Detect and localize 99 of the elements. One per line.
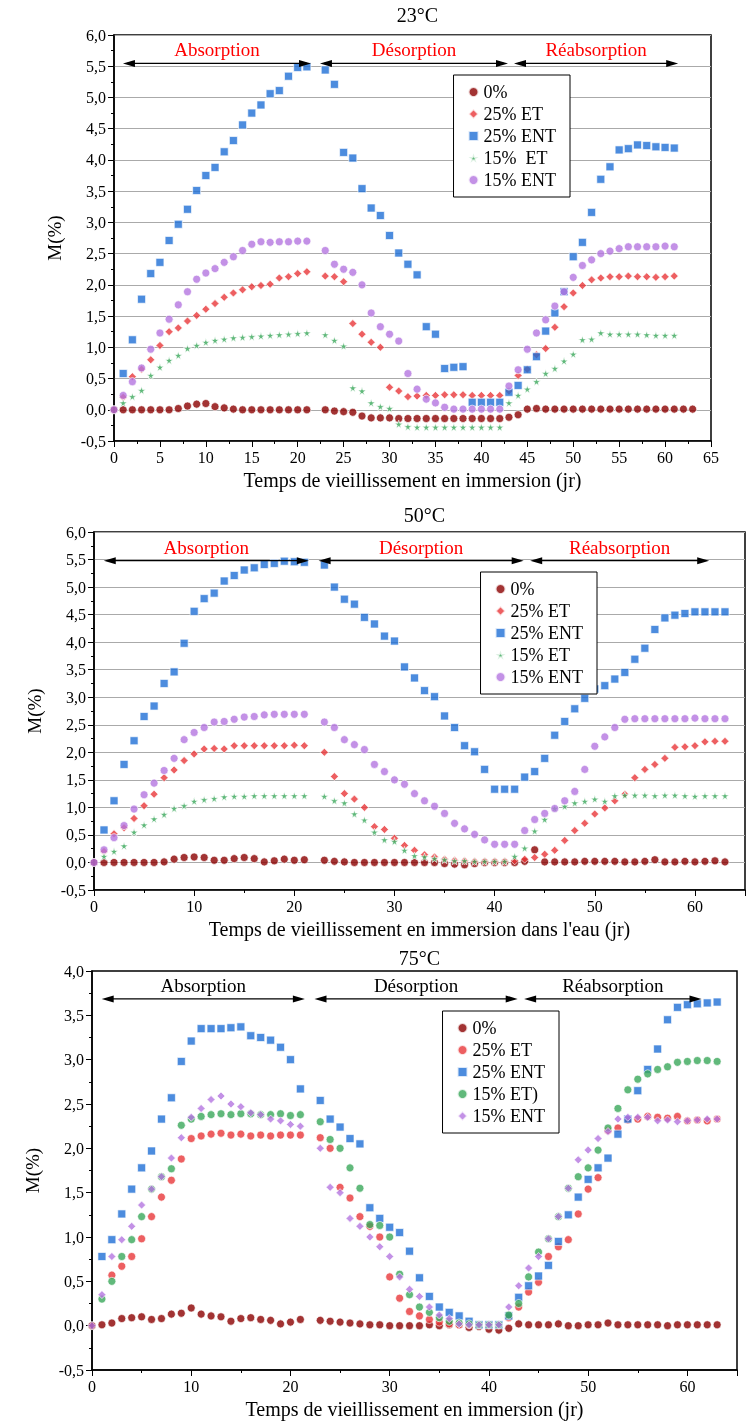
x-tick-label: 20 bbox=[286, 897, 303, 915]
y-tick-label: 3,0 bbox=[86, 213, 106, 231]
y-tick-label: 5,0 bbox=[86, 88, 106, 106]
annotation: Absorption bbox=[174, 39, 261, 61]
x-tick-label: 15 bbox=[243, 448, 260, 466]
y-tick-label: 2,5 bbox=[86, 245, 106, 263]
x-tick-label: 25 bbox=[335, 448, 352, 466]
y-tick-label: 2,5 bbox=[66, 716, 86, 734]
annotation: Désorption bbox=[373, 974, 459, 996]
x-tick-label: 0 bbox=[110, 448, 118, 466]
x-tick-label: 60 bbox=[686, 897, 703, 915]
x-tick-label: 40 bbox=[480, 1377, 497, 1395]
x-tick-label: 45 bbox=[519, 448, 536, 466]
chart-title: 50°C bbox=[403, 504, 446, 526]
x-tick-label: 60 bbox=[679, 1377, 696, 1395]
y-tick-label: 1,5 bbox=[66, 771, 86, 789]
y-tick-label: 3,5 bbox=[86, 182, 106, 200]
x-tick-label: 40 bbox=[486, 897, 503, 915]
y-tick-label: 2,5 bbox=[64, 1095, 84, 1113]
x-tick-label: 40 bbox=[473, 448, 490, 466]
legend-label: 0% bbox=[472, 1018, 497, 1038]
y-tick-label: 5,5 bbox=[86, 57, 106, 75]
y-tick-label: 3,0 bbox=[66, 688, 86, 706]
annotation: Absorption bbox=[160, 974, 247, 996]
y-tick-label: 3,5 bbox=[64, 1006, 84, 1024]
x-axis-title: Temps de vieillissement en immersion (jr) bbox=[243, 468, 582, 492]
legend-label: 25% ET bbox=[510, 601, 571, 621]
x-tick-label: 5 bbox=[155, 448, 164, 466]
x-tick-label: 10 bbox=[197, 448, 214, 466]
chart-title: 23°C bbox=[396, 4, 439, 26]
x-axis-title: Temps de vieillissement en immersion (jr) bbox=[245, 1397, 584, 1421]
legend-label: 25% ENT bbox=[483, 126, 556, 146]
y-tick-label: 0,5 bbox=[66, 826, 86, 844]
y-tick-label: -0,5 bbox=[80, 432, 106, 450]
x-axis-title: Temps de vieillissement en immersion dans l'eau (jr) bbox=[208, 917, 631, 941]
x-tick-label: 20 bbox=[282, 1377, 299, 1395]
y-tick-label: 1,5 bbox=[86, 307, 106, 325]
y-tick-label: 0,0 bbox=[64, 1317, 84, 1335]
legend-label: 0% bbox=[483, 82, 508, 102]
y-tick-label: 5,0 bbox=[66, 578, 86, 596]
y-tick-label: 4,0 bbox=[86, 151, 106, 169]
x-tick-label: 50 bbox=[580, 1377, 597, 1395]
x-tick-label: 50 bbox=[565, 448, 582, 466]
x-tick-label: 0 bbox=[88, 1377, 96, 1395]
y-tick-label: 2,0 bbox=[64, 1139, 84, 1157]
x-tick-label: 10 bbox=[183, 1377, 200, 1395]
x-tick-label: 10 bbox=[186, 897, 203, 915]
x-tick-label: 35 bbox=[427, 448, 444, 466]
legend-label: 15% ENT bbox=[510, 667, 583, 687]
legend-label: 15% ET bbox=[483, 148, 548, 168]
legend-label: 25% ET bbox=[472, 1040, 533, 1060]
x-tick-label: 65 bbox=[703, 448, 719, 466]
y-tick-label: 0,0 bbox=[86, 401, 106, 419]
y-tick-label: 2,0 bbox=[86, 276, 106, 294]
legend-label: 0% bbox=[510, 579, 535, 599]
y-tick-label: 0,0 bbox=[66, 853, 86, 871]
x-tick-label: 0 bbox=[90, 897, 98, 915]
legend-label: 25% ENT bbox=[472, 1062, 545, 1082]
annotation: Réabsorption bbox=[569, 536, 671, 558]
y-tick-label: 1,0 bbox=[64, 1228, 84, 1246]
y-tick-label: 0,5 bbox=[86, 370, 106, 388]
y-tick-label: 4,0 bbox=[66, 633, 86, 651]
y-tick-label: -0,5 bbox=[60, 881, 86, 899]
y-tick-label: 1,0 bbox=[66, 798, 86, 816]
legend-label: 15% ET) bbox=[472, 1084, 538, 1105]
y-axis-title: M(%) bbox=[24, 688, 46, 734]
y-tick-label: 6,0 bbox=[66, 523, 86, 541]
legend-label: 15% ENT bbox=[483, 170, 556, 190]
y-tick-label: 3,5 bbox=[66, 661, 86, 679]
y-tick-label: 5,5 bbox=[66, 551, 86, 569]
annotation: Réabsorption bbox=[545, 39, 648, 61]
x-tick-label: 30 bbox=[381, 1377, 398, 1395]
x-tick-label: 55 bbox=[611, 448, 628, 466]
y-axis-title: M(%) bbox=[44, 215, 66, 261]
chart-title: 75°C bbox=[398, 947, 441, 969]
x-tick-label: 20 bbox=[289, 448, 306, 466]
x-tick-label: 50 bbox=[586, 897, 603, 915]
y-tick-label: 4,0 bbox=[64, 962, 84, 980]
y-axis-title: M(%) bbox=[22, 1147, 44, 1194]
x-tick-label: 30 bbox=[386, 897, 403, 915]
y-tick-label: 6,0 bbox=[86, 26, 106, 44]
y-tick-label: 1,5 bbox=[64, 1184, 84, 1202]
annotation: Réabsorption bbox=[562, 974, 664, 996]
y-tick-label: 1,0 bbox=[86, 338, 106, 356]
y-tick-label: 0,5 bbox=[64, 1272, 84, 1290]
legend-label: 25% ENT bbox=[510, 623, 583, 643]
x-tick-label: 60 bbox=[657, 448, 674, 466]
legend-label: 25% ET bbox=[483, 104, 544, 124]
annotation: Désorption bbox=[371, 39, 457, 61]
y-tick-label: 3,0 bbox=[64, 1051, 84, 1069]
y-tick-label: 2,0 bbox=[66, 743, 86, 761]
annotation: Désorption bbox=[378, 536, 464, 558]
y-tick-label: 4,5 bbox=[86, 120, 106, 138]
y-tick-label: -0,5 bbox=[58, 1361, 84, 1379]
legend-label: 15% ET bbox=[510, 645, 571, 665]
legend-label: 15% ENT bbox=[472, 1106, 545, 1126]
annotation: Absorption bbox=[163, 536, 250, 558]
y-tick-label: 4,5 bbox=[66, 606, 86, 624]
x-tick-label: 30 bbox=[381, 448, 398, 466]
